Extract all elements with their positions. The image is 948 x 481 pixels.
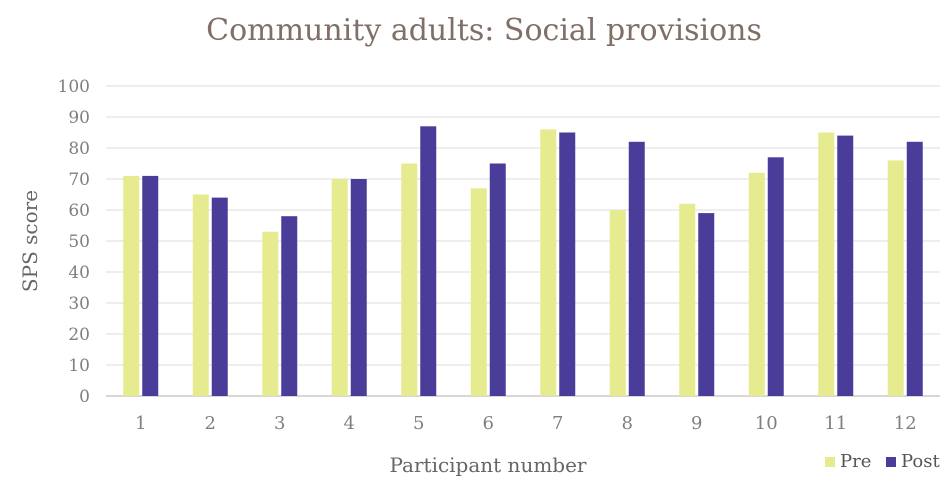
bar-post-10: [767, 157, 784, 396]
bar-pre-5: [401, 163, 418, 396]
x-tick-label: 6: [483, 413, 494, 434]
bar-post-5: [420, 126, 437, 397]
x-axis-label: Participant number: [389, 453, 586, 477]
bar-post-1: [142, 175, 159, 396]
bar-pre-2: [192, 194, 209, 396]
bar-pre-9: [679, 203, 696, 396]
bar-post-2: [211, 197, 228, 396]
bar-post-12: [906, 141, 923, 396]
bar-pre-6: [470, 188, 487, 396]
bar-pre-8: [609, 210, 626, 396]
gridlines: [106, 85, 940, 397]
y-tick-label: 50: [68, 232, 90, 252]
x-tick-label: 8: [622, 413, 633, 434]
x-tick-label: 9: [691, 413, 702, 434]
x-tick-label: 7: [552, 413, 563, 434]
legend: Pre Post: [825, 451, 940, 472]
bar-post-7: [559, 132, 576, 396]
y-tick-label: 40: [68, 263, 90, 283]
y-tick-label: 60: [68, 201, 90, 221]
y-tick-label: 30: [68, 294, 90, 314]
bar-pre-11: [818, 132, 835, 396]
x-axis-ticks: 1 2 3 4 5 6 7 8 9 10 11 12: [135, 413, 917, 434]
bars: [123, 126, 923, 397]
bar-post-11: [837, 135, 854, 396]
x-tick-label: 2: [205, 413, 216, 434]
y-tick-label: 10: [68, 356, 90, 376]
x-tick-label: 12: [894, 413, 917, 434]
bar-pre-3: [262, 231, 279, 396]
bar-post-6: [489, 163, 506, 396]
bar-pre-1: [123, 175, 140, 396]
bar-post-3: [281, 216, 298, 396]
legend-label-pre: Pre: [840, 451, 871, 472]
bar-post-4: [350, 179, 367, 396]
y-tick-label: 0: [79, 387, 90, 407]
x-tick-label: 11: [824, 413, 847, 434]
legend-swatch-pre: [825, 457, 835, 467]
x-tick-label: 10: [755, 413, 778, 434]
y-axis-label: SPS score: [18, 190, 42, 292]
legend-label-post: Post: [901, 451, 940, 472]
x-tick-label: 5: [413, 413, 424, 434]
y-tick-label: 80: [68, 139, 90, 159]
bar-pre-12: [887, 160, 904, 396]
y-tick-label: 100: [58, 77, 90, 97]
x-tick-label: 4: [344, 413, 355, 434]
y-tick-label: 70: [68, 170, 90, 190]
legend-swatch-post: [886, 457, 896, 467]
x-tick-label: 3: [274, 413, 285, 434]
chart-title: Community adults: Social provisions: [206, 13, 762, 48]
bar-post-9: [698, 213, 715, 396]
y-tick-label: 90: [68, 108, 90, 128]
bar-pre-4: [331, 179, 348, 396]
bar-pre-7: [540, 129, 557, 396]
y-tick-label: 20: [68, 325, 90, 345]
y-axis-ticks: 0 10 20 30 40 50 60 70 80 90 100: [58, 77, 90, 407]
bar-pre-10: [748, 172, 765, 396]
x-tick-label: 1: [135, 413, 146, 434]
bar-post-8: [628, 141, 645, 396]
